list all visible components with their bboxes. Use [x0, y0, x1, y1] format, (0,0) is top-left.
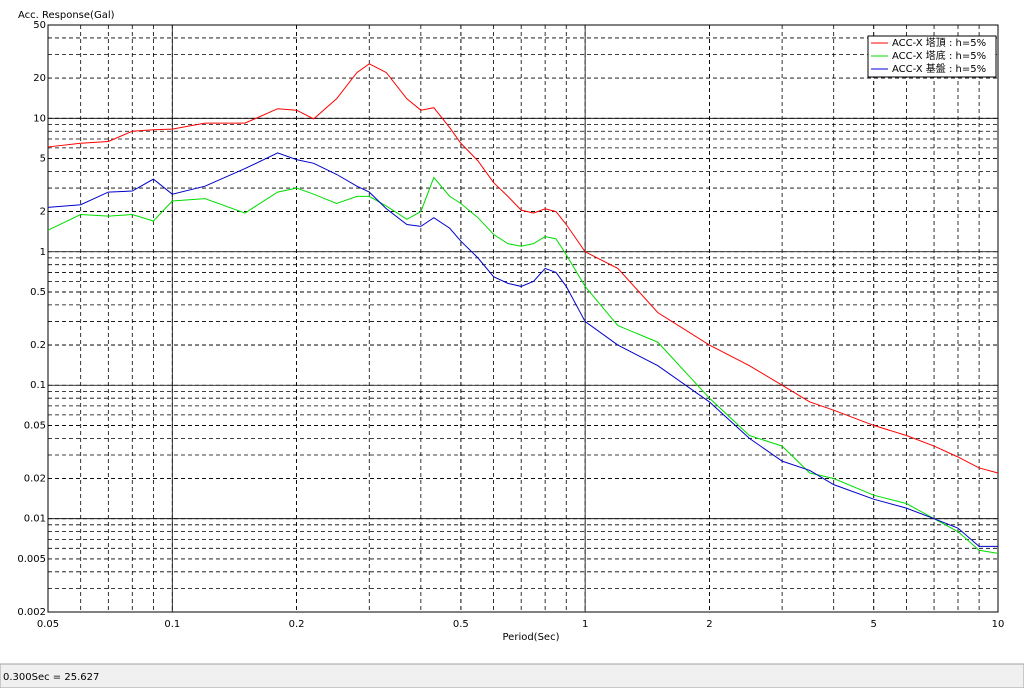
status-text: 0.300Sec = 25.627 — [3, 672, 99, 683]
y-tick-label: 0.2 — [30, 340, 46, 351]
y-tick-label: 0.5 — [30, 287, 46, 298]
x-axis-label: Period(Sec) — [503, 632, 560, 643]
x-tick-label: 10 — [992, 619, 1005, 630]
chart-title: Acc. Response(Gal) — [18, 10, 115, 21]
plot-frame — [47, 24, 999, 613]
x-tick-label: 5 — [871, 619, 877, 630]
legend-label: ACC-X 塔頂 : h=5% — [892, 36, 986, 49]
x-tick-label: 0.1 — [164, 619, 180, 630]
x-tick-label: 1 — [582, 619, 588, 630]
series-line — [47, 152, 998, 547]
x-tick-label: 2 — [706, 619, 712, 630]
legend-box — [867, 35, 997, 78]
y-tick-label: 10 — [33, 113, 46, 124]
y-tick-label: 0.02 — [24, 474, 46, 485]
status-bar — [0, 663, 1024, 688]
y-tick-label: 0.05 — [24, 420, 46, 431]
y-tick-label: 50 — [33, 20, 46, 31]
y-tick-label: 0.01 — [24, 514, 46, 525]
y-tick-label: 20 — [33, 73, 46, 84]
series-line — [47, 63, 999, 474]
y-tick-label: 0.002 — [17, 607, 46, 618]
legend-label: ACC-X 塔底 : h=5% — [892, 49, 986, 62]
x-tick-label: 0.5 — [453, 619, 469, 630]
y-tick-label: 1 — [40, 247, 46, 258]
x-tick-label: 0.2 — [289, 619, 305, 630]
legend-label: ACC-X 基盤 : h=5% — [892, 62, 986, 75]
y-tick-label: 5 — [40, 153, 46, 164]
y-tick-label: 0.005 — [17, 554, 46, 565]
y-tick-label: 2 — [40, 207, 46, 218]
background — [0, 0, 1024, 664]
series-line — [47, 176, 999, 554]
y-tick-label: 0.1 — [30, 380, 46, 391]
x-tick-label: 0.05 — [37, 619, 59, 630]
